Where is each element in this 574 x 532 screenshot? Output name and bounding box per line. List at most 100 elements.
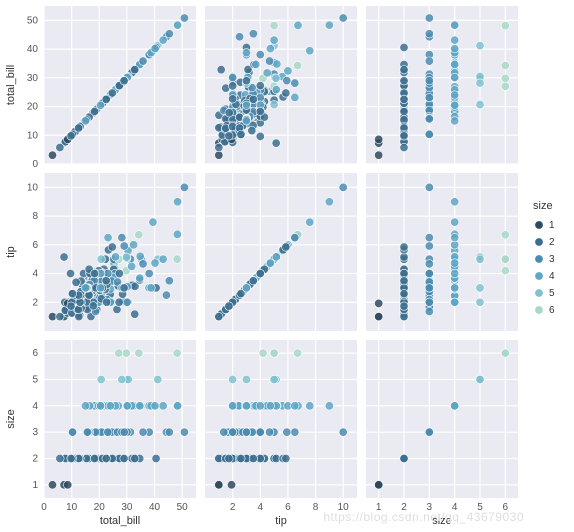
scatter-point (97, 255, 105, 263)
scatter-point (425, 269, 433, 277)
scatter-point (242, 428, 250, 436)
x-tick-label: 2 (401, 502, 407, 513)
scatter-point (425, 284, 433, 292)
scatter-point (120, 284, 128, 292)
scatter-point (90, 454, 98, 462)
scatter-point (282, 243, 290, 251)
scatter-point (225, 302, 233, 310)
scatter-point (256, 50, 264, 58)
scatter-point (81, 117, 89, 125)
scatter-point (291, 93, 299, 101)
scatter-point (151, 44, 159, 52)
y-tick-label: 10 (27, 182, 39, 193)
scatter-point (400, 302, 408, 310)
scatter-point (215, 143, 223, 151)
scatter-point (501, 231, 509, 239)
y-tick-label: 50 (27, 15, 39, 26)
scatter-point (425, 14, 433, 22)
scatter-point (152, 454, 160, 462)
panel-1-0: 246810tip (5, 173, 196, 331)
scatter-point (476, 100, 484, 108)
scatter-point (67, 132, 75, 140)
scatter-point (450, 198, 458, 206)
legend-swatch (535, 238, 543, 246)
scatter-point (425, 115, 433, 123)
scatter-point (83, 428, 91, 436)
panel-2-2: 123456size (366, 340, 518, 527)
x-tick-label: 20 (94, 502, 106, 513)
x-tick-label: 5 (477, 502, 483, 513)
x-tick-label: 4 (452, 502, 458, 513)
scatter-point (111, 253, 119, 261)
scatter-point (425, 130, 433, 138)
panel-bg (366, 6, 518, 164)
scatter-point (249, 30, 257, 38)
scatter-point (425, 242, 433, 250)
y-tick-label: 2 (32, 297, 38, 308)
scatter-point (139, 260, 147, 268)
scatter-point (256, 428, 264, 436)
scatter-point (68, 428, 76, 436)
x-tick-label: 1 (376, 502, 382, 513)
y-tick-label: 8 (32, 211, 38, 222)
scatter-point (256, 269, 264, 277)
scatter-point (339, 428, 347, 436)
legend: size123456 (533, 200, 555, 316)
scatter-point (151, 259, 159, 267)
scatter-point (374, 151, 382, 159)
scatter-point (272, 74, 280, 82)
scatter-point (450, 233, 458, 241)
panel-1-1 (205, 173, 357, 331)
scatter-point (450, 36, 458, 44)
scatter-point (149, 218, 157, 226)
scatter-point (180, 183, 188, 191)
y-tick-label: 5 (32, 375, 38, 386)
scatter-point (237, 130, 245, 138)
scatter-point (173, 255, 181, 263)
y-tick-label: 40 (27, 44, 39, 55)
scatter-point (400, 277, 408, 285)
scatter-point (115, 349, 123, 357)
scatter-point (159, 402, 167, 410)
scatter-point (325, 21, 333, 29)
scatter-point (225, 454, 233, 462)
scatter-point (259, 349, 267, 357)
y-tick-label: 1 (32, 480, 38, 491)
scatter-point (501, 82, 509, 90)
scatter-point (159, 255, 167, 263)
legend-item-label: 1 (549, 220, 555, 231)
scatter-point (501, 74, 509, 82)
scatter-point (400, 95, 408, 103)
scatter-point (165, 30, 173, 38)
scatter-point (306, 402, 314, 410)
scatter-point (400, 65, 408, 73)
scatter-point (129, 241, 137, 249)
y-tick-label: 6 (32, 240, 38, 251)
scatter-point (400, 77, 408, 85)
scatter-point (374, 481, 382, 489)
scatter-point (118, 375, 126, 383)
scatter-point (270, 21, 278, 29)
scatter-point (154, 375, 162, 383)
scatter-point (282, 454, 290, 462)
scatter-point (284, 67, 292, 75)
scatter-point (56, 454, 64, 462)
scatter-point (242, 49, 250, 57)
scatter-point (108, 89, 116, 97)
panel-bg (205, 340, 357, 498)
scatter-point (291, 402, 299, 410)
scatter-point (450, 73, 458, 81)
scatter-point (306, 47, 314, 55)
scatter-point (400, 243, 408, 251)
scatter-point (425, 307, 433, 315)
x-tick-label: 4 (257, 502, 263, 513)
scatter-point (60, 253, 68, 261)
scatter-point (67, 302, 75, 310)
scatter-point (173, 21, 181, 29)
scatter-point (228, 428, 236, 436)
scatter-point (266, 44, 274, 52)
scatter-point (120, 428, 128, 436)
y-axis-label: total_bill (5, 65, 17, 105)
scatter-point (400, 107, 408, 115)
scatter-point (374, 299, 382, 307)
